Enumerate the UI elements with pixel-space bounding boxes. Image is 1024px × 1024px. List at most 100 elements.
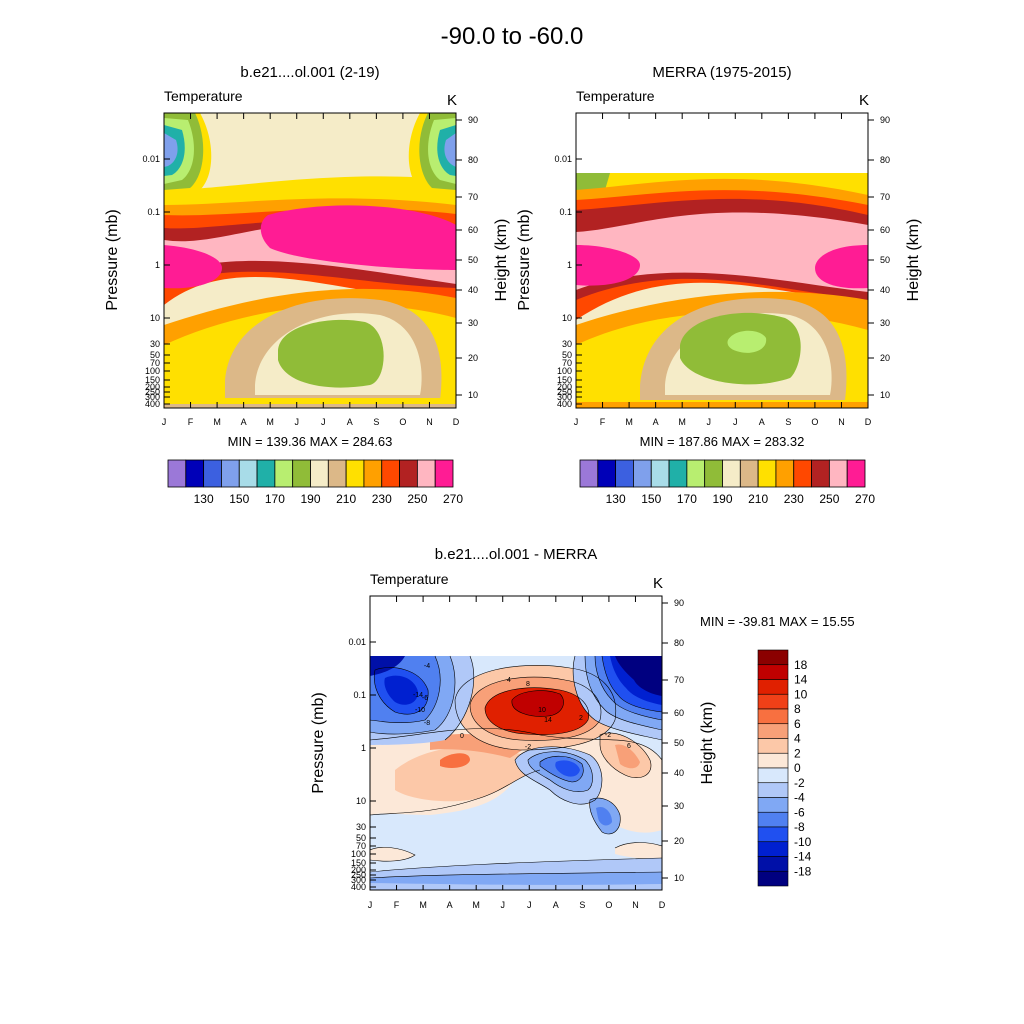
height-tick-label: 70 bbox=[880, 192, 890, 202]
colorbar-swatch bbox=[416, 459, 436, 488]
pressure-tick-label: 1 bbox=[155, 260, 160, 270]
colorbar-swatch bbox=[757, 870, 789, 887]
pressure-tick-label: 0.01 bbox=[142, 154, 160, 164]
height-tick-label: 70 bbox=[468, 192, 478, 202]
colorbar-swatch bbox=[381, 459, 400, 488]
pressure-axis-label: Pressure (mb) bbox=[310, 692, 327, 793]
colorbar-label: 10 bbox=[794, 687, 808, 701]
pressure-tick-label: 150 bbox=[145, 375, 160, 385]
colorbar-swatch bbox=[633, 459, 652, 488]
colorbar-swatch bbox=[757, 738, 789, 754]
colorbar-label: -4 bbox=[794, 791, 805, 805]
colorbar-swatch bbox=[722, 459, 741, 488]
contour-label: -2 bbox=[605, 732, 611, 739]
colorbar-swatch bbox=[757, 782, 789, 798]
month-tick-label: J bbox=[733, 417, 738, 427]
colorbar-label: 250 bbox=[407, 492, 427, 506]
axes: J F M A M J J A S O N D0.010.1110305070100150200250… bbox=[348, 596, 684, 910]
colorbar-label: 130 bbox=[606, 492, 626, 506]
height-tick-label: 40 bbox=[674, 768, 684, 778]
pressure-tick-label: 50 bbox=[562, 350, 572, 360]
colorbar-swatch bbox=[597, 459, 617, 488]
colorbar-label: -18 bbox=[794, 864, 812, 878]
colorbar-swatch bbox=[274, 459, 294, 488]
month-tick-label: F bbox=[188, 417, 194, 427]
height-tick-label: 70 bbox=[674, 675, 684, 685]
pressure-tick-label: 400 bbox=[557, 399, 572, 409]
month-tick-label: J bbox=[500, 900, 505, 910]
month-tick-label: J bbox=[321, 417, 326, 427]
colorbar-label: 250 bbox=[819, 492, 839, 506]
colorbar-swatch bbox=[185, 459, 205, 488]
height-tick-label: 50 bbox=[880, 255, 890, 265]
units-label: K bbox=[859, 92, 869, 109]
colorbar-swatch bbox=[846, 459, 866, 488]
month-tick-label: D bbox=[865, 417, 872, 427]
colorbar-swatch bbox=[615, 459, 634, 488]
pressure-tick-label: 0.1 bbox=[559, 207, 572, 217]
height-tick-label: 10 bbox=[880, 390, 890, 400]
pressure-tick-label: 300 bbox=[557, 392, 572, 402]
colorbar-swatch bbox=[238, 459, 258, 488]
colorbar-swatch bbox=[757, 664, 789, 680]
height-tick-label: 50 bbox=[674, 738, 684, 748]
pressure-tick-label: 0.1 bbox=[353, 690, 366, 700]
month-tick-label: S bbox=[785, 417, 791, 427]
pressure-tick-label: 1 bbox=[361, 743, 366, 753]
height-tick-label: 30 bbox=[674, 801, 684, 811]
panel-title: b.e21....ol.001 - MERRA bbox=[435, 546, 598, 563]
month-tick-label: O bbox=[605, 900, 612, 910]
colorbar-swatch bbox=[363, 459, 383, 488]
month-tick-label: S bbox=[579, 900, 585, 910]
colorbar-swatch bbox=[686, 459, 706, 488]
height-tick-label: 10 bbox=[468, 390, 478, 400]
month-tick-label: D bbox=[453, 417, 460, 427]
stats-label: MIN = 187.86 MAX = 283.32 bbox=[640, 434, 805, 449]
pressure-tick-label: 30 bbox=[150, 339, 160, 349]
pressure-tick-label: 150 bbox=[557, 375, 572, 385]
colorbar-swatch bbox=[757, 841, 789, 857]
month-tick-label: A bbox=[553, 900, 559, 910]
colorbar-swatch bbox=[757, 856, 789, 872]
month-tick-label: F bbox=[394, 900, 400, 910]
month-tick-label: J bbox=[294, 417, 299, 427]
pressure-tick-label: 30 bbox=[356, 822, 366, 832]
contour-label: -6 bbox=[422, 695, 428, 702]
month-tick-label: A bbox=[447, 900, 453, 910]
pressure-tick-label: 10 bbox=[150, 313, 160, 323]
height-tick-label: 80 bbox=[880, 155, 890, 165]
stats-label: MIN = 139.36 MAX = 284.63 bbox=[228, 434, 393, 449]
contour-label: 0 bbox=[460, 733, 464, 740]
height-tick-label: 40 bbox=[880, 285, 890, 295]
pressure-tick-label: 100 bbox=[145, 366, 160, 376]
colorbar-label: 210 bbox=[748, 492, 768, 506]
pressure-tick-label: 250 bbox=[557, 387, 572, 397]
contour-label: -10 bbox=[415, 707, 425, 714]
stats-label: MIN = -39.81 MAX = 15.55 bbox=[700, 614, 855, 629]
height-tick-label: 60 bbox=[880, 225, 890, 235]
colorbar-swatch bbox=[757, 811, 789, 828]
month-tick-label: J bbox=[162, 417, 167, 427]
colorbar: 130 150 170 190 210 230 250 270 bbox=[167, 459, 463, 506]
month-tick-label: F bbox=[600, 417, 606, 427]
colorbar-label: 14 bbox=[794, 673, 808, 687]
colorbar-swatch bbox=[757, 826, 789, 843]
height-axis-label: Height (km) bbox=[699, 702, 716, 785]
month-tick-label: M bbox=[625, 417, 633, 427]
month-tick-label: J bbox=[574, 417, 579, 427]
field-plot bbox=[164, 113, 456, 408]
pressure-tick-label: 10 bbox=[562, 313, 572, 323]
contour-label: -4 bbox=[424, 663, 430, 670]
height-tick-label: 20 bbox=[674, 836, 684, 846]
contour-label: 6 bbox=[627, 743, 631, 750]
units-label: K bbox=[447, 92, 457, 109]
colorbar-label: 230 bbox=[784, 492, 804, 506]
month-tick-label: A bbox=[241, 417, 247, 427]
pressure-tick-label: 70 bbox=[356, 841, 366, 851]
axes: J F M A M J J A S O N D0.010.1110305070100150200250… bbox=[554, 113, 890, 427]
pressure-tick-label: 70 bbox=[562, 358, 572, 368]
panel-title: b.e21....ol.001 (2-19) bbox=[240, 64, 379, 81]
month-tick-label: N bbox=[838, 417, 845, 427]
